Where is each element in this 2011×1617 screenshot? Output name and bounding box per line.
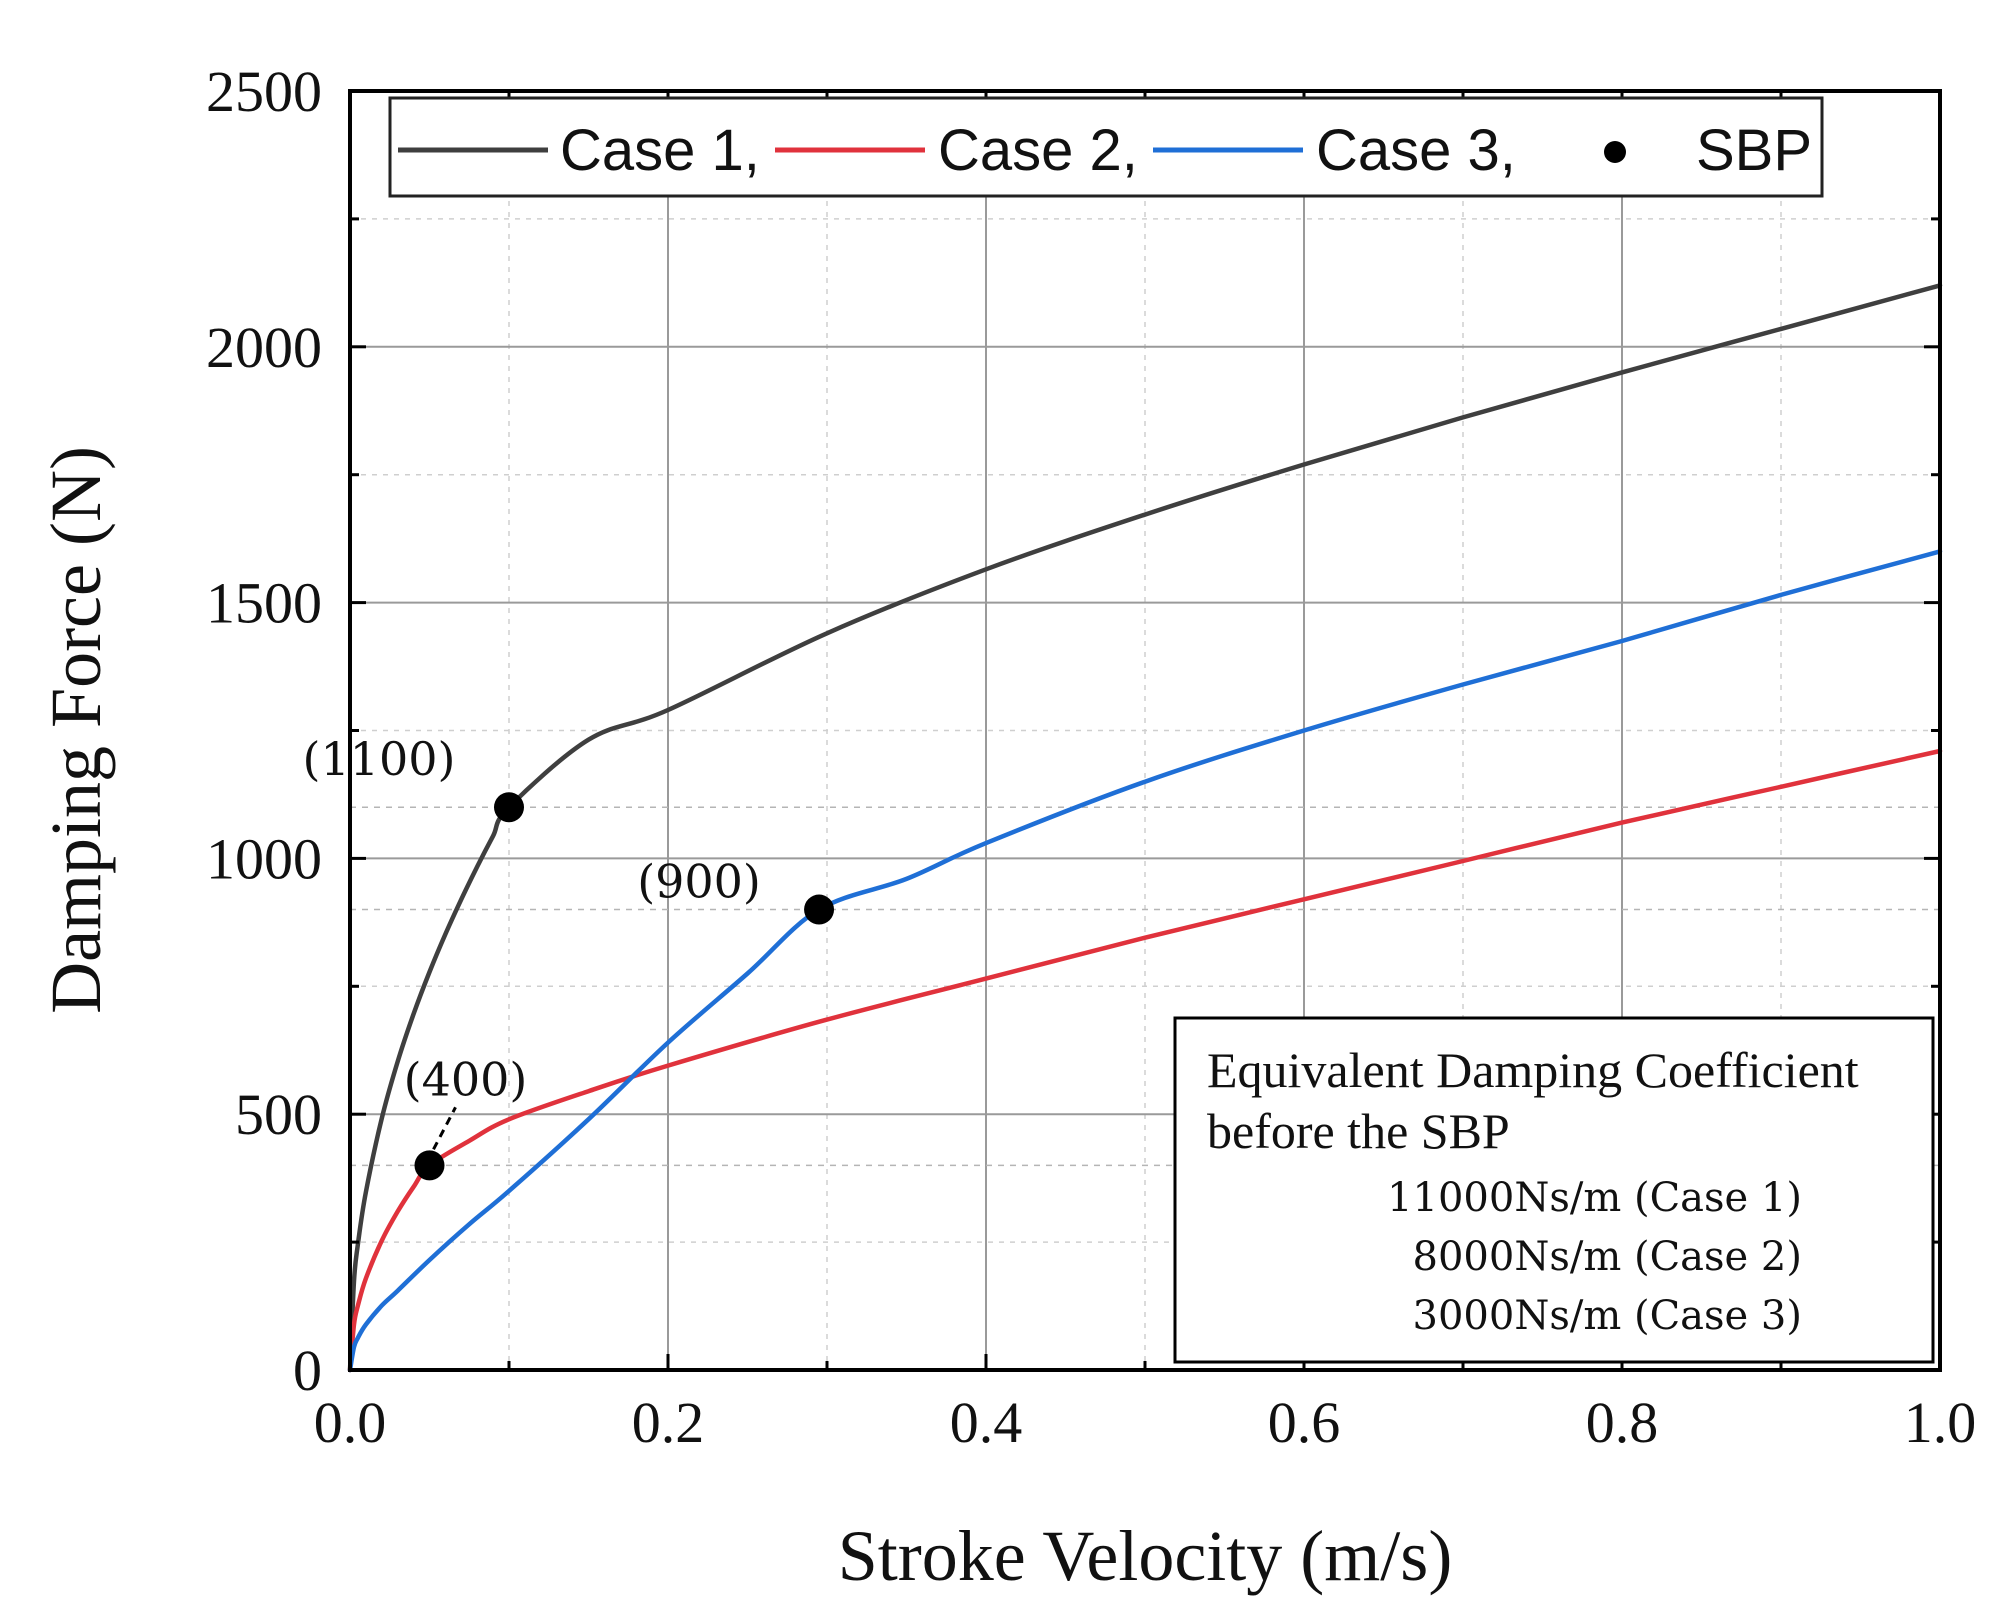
x-tick-label: 0.2	[632, 1390, 705, 1455]
series-line-case-1	[347, 283, 1943, 1373]
series-line-case-2	[347, 748, 1943, 1373]
annotation-line-1: Equivalent Damping Coefficient	[1207, 1042, 1859, 1098]
x-axis-title: Stroke Velocity (m/s)	[838, 1516, 1453, 1596]
legend-box	[388, 96, 1824, 198]
y-tick-label: 1000	[206, 826, 322, 891]
annotation-frame	[1173, 1016, 1935, 1364]
y-tick-label: 2000	[206, 315, 322, 380]
legend-label-case-1: Case 1,	[560, 118, 760, 183]
sbp-point	[414, 1150, 445, 1181]
legend-marker-sbp	[1604, 141, 1626, 163]
y-tick-label: 500	[235, 1082, 322, 1147]
x-tick-label: 0.4	[950, 1390, 1023, 1455]
series-line-case-3	[347, 549, 1943, 1373]
grid-lines	[350, 91, 1940, 1370]
annotation-line-3: 11000Ns/m (Case 1)	[1387, 1175, 1802, 1221]
axes: 0.0 0.2 0.4 0.6 0.8 1.0 0 500 1000 1500 2000 2500	[206, 59, 1976, 1455]
x-tick-label: 0.8	[1586, 1390, 1659, 1455]
sbp-leader-line	[432, 1106, 457, 1151]
sbp-point-label: (400)	[404, 1052, 528, 1106]
annotation-line-2: before the SBP	[1207, 1103, 1510, 1159]
sbp-point	[494, 792, 524, 823]
annotation-box: Equivalent Damping Coefficient before th…	[1173, 1016, 1935, 1364]
legend: Case 1, Case 2, Case 3, SBP	[388, 96, 1824, 198]
sbp-points: (1100) (900) (400)	[303, 732, 835, 1181]
y-axis-title: Damping Force (N)	[36, 446, 116, 1014]
legend-label-sbp: SBP	[1696, 118, 1812, 183]
y-tick-label: 1500	[206, 571, 322, 636]
y-tick-label: 2500	[206, 59, 322, 124]
series-lines	[347, 283, 1943, 1373]
x-tick-label: 1.0	[1904, 1390, 1977, 1455]
y-tick-label: 0	[293, 1338, 322, 1403]
sbp-point	[804, 894, 835, 925]
x-tick-label: 0.0	[314, 1390, 387, 1455]
annotation-line-4: 8000Ns/m (Case 2)	[1413, 1234, 1802, 1280]
legend-label-case-3: Case 3,	[1316, 118, 1516, 183]
x-tick-label: 0.6	[1268, 1390, 1341, 1455]
sbp-point-label: (1100)	[303, 732, 456, 786]
sbp-point-label: (900)	[637, 855, 761, 909]
legend-label-case-2: Case 2,	[938, 118, 1138, 183]
annotation-line-5: 3000Ns/m (Case 3)	[1413, 1293, 1802, 1339]
